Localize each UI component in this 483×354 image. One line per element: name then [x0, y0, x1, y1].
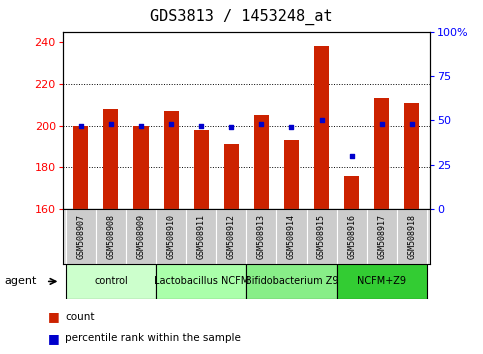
Bar	[194, 130, 209, 209]
Bar	[224, 144, 239, 209]
Text: GSM508917: GSM508917	[377, 214, 386, 259]
Text: GSM508911: GSM508911	[197, 214, 206, 259]
Text: ■: ■	[48, 310, 60, 323]
Bar	[66, 264, 156, 299]
Point	[348, 153, 355, 159]
Bar	[164, 111, 179, 209]
Point	[408, 121, 416, 127]
Text: GSM508913: GSM508913	[257, 214, 266, 259]
Bar	[367, 209, 397, 264]
Bar	[133, 126, 149, 209]
Text: ■: ■	[48, 332, 60, 344]
Bar	[73, 126, 88, 209]
Bar	[284, 140, 299, 209]
Bar	[246, 264, 337, 299]
Text: GSM508915: GSM508915	[317, 214, 326, 259]
Bar	[374, 98, 389, 209]
Bar	[344, 176, 359, 209]
Point	[198, 123, 205, 129]
Bar	[307, 209, 337, 264]
Text: GSM508908: GSM508908	[106, 214, 115, 259]
Text: GSM508910: GSM508910	[167, 214, 176, 259]
Point	[227, 125, 235, 130]
Text: GSM508907: GSM508907	[76, 214, 85, 259]
Text: GSM508916: GSM508916	[347, 214, 356, 259]
Bar	[404, 103, 419, 209]
Text: GSM508914: GSM508914	[287, 214, 296, 259]
Text: percentile rank within the sample: percentile rank within the sample	[65, 333, 241, 343]
Point	[77, 123, 85, 129]
Bar	[216, 209, 246, 264]
Bar	[96, 209, 126, 264]
Point	[378, 121, 385, 127]
Text: control: control	[94, 276, 128, 286]
Bar	[126, 209, 156, 264]
Point	[287, 125, 295, 130]
Text: Lactobacillus NCFM: Lactobacillus NCFM	[154, 276, 249, 286]
Bar	[254, 115, 269, 209]
Text: GDS3813 / 1453248_at: GDS3813 / 1453248_at	[150, 9, 333, 25]
Point	[107, 121, 115, 127]
Bar	[314, 46, 329, 209]
Bar	[337, 209, 367, 264]
Bar	[246, 209, 276, 264]
Bar	[103, 109, 118, 209]
Point	[318, 118, 326, 123]
Bar	[276, 209, 307, 264]
Text: GSM508918: GSM508918	[407, 214, 416, 259]
Bar	[66, 209, 96, 264]
Text: count: count	[65, 312, 95, 322]
Bar	[337, 264, 427, 299]
Bar	[186, 209, 216, 264]
Point	[167, 121, 175, 127]
Text: GSM508912: GSM508912	[227, 214, 236, 259]
Text: GSM508909: GSM508909	[137, 214, 145, 259]
Text: NCFM+Z9: NCFM+Z9	[357, 276, 406, 286]
Point	[137, 123, 145, 129]
Text: Bifidobacterium Z9: Bifidobacterium Z9	[245, 276, 338, 286]
Point	[257, 121, 265, 127]
Bar	[156, 264, 246, 299]
Bar	[397, 209, 427, 264]
Bar	[156, 209, 186, 264]
Text: agent: agent	[5, 276, 37, 286]
